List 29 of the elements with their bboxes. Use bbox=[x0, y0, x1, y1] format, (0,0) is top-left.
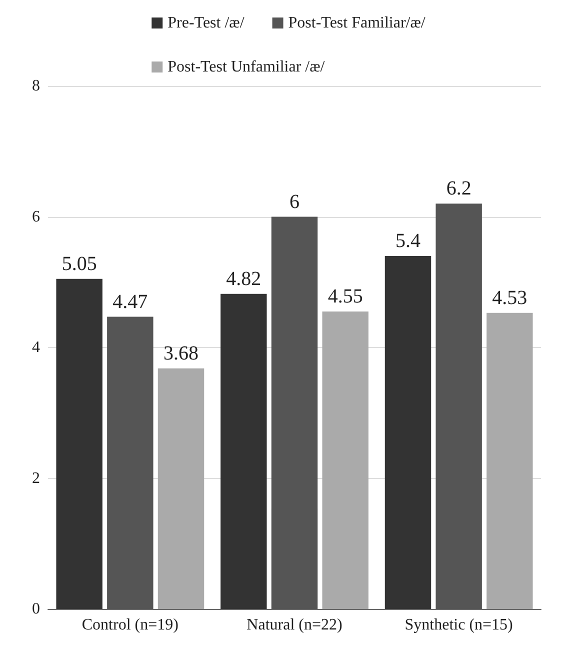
legend-label: Pre-Test /æ/ bbox=[168, 14, 245, 32]
bar bbox=[384, 256, 432, 609]
y-tick-label: 2 bbox=[32, 470, 40, 487]
data-label: 4.53 bbox=[492, 286, 528, 309]
bar bbox=[107, 316, 154, 609]
data-label: 6 bbox=[290, 190, 300, 213]
y-tick-label: 0 bbox=[32, 600, 40, 618]
bar bbox=[158, 368, 204, 609]
bar bbox=[56, 278, 102, 609]
x-tick-label: Synthetic (n=15) bbox=[404, 616, 513, 634]
y-tick-label: 6 bbox=[32, 208, 40, 226]
x-tick-label: Natural (n=22) bbox=[246, 616, 342, 634]
bar bbox=[220, 294, 267, 609]
bar bbox=[271, 216, 318, 609]
x-tick-label: Control (n=19) bbox=[82, 616, 178, 634]
data-label: 4.82 bbox=[226, 268, 262, 290]
legend-label: Post-Test Unfamiliar /æ/ bbox=[168, 58, 326, 76]
legend-label: Post-Test Familiar/æ/ bbox=[288, 14, 426, 32]
data-label: 6.2 bbox=[446, 178, 472, 200]
data-label: 5.05 bbox=[62, 252, 97, 275]
y-tick-label: 4 bbox=[32, 339, 40, 356]
bar bbox=[322, 312, 368, 609]
bar bbox=[486, 312, 533, 609]
data-label: 5.4 bbox=[395, 230, 420, 252]
data-label: 4.55 bbox=[328, 286, 363, 308]
y-tick-label: 8 bbox=[32, 78, 40, 94]
data-label: 3.68 bbox=[164, 342, 199, 364]
data-label: 4.47 bbox=[112, 290, 148, 313]
bar bbox=[436, 204, 482, 609]
